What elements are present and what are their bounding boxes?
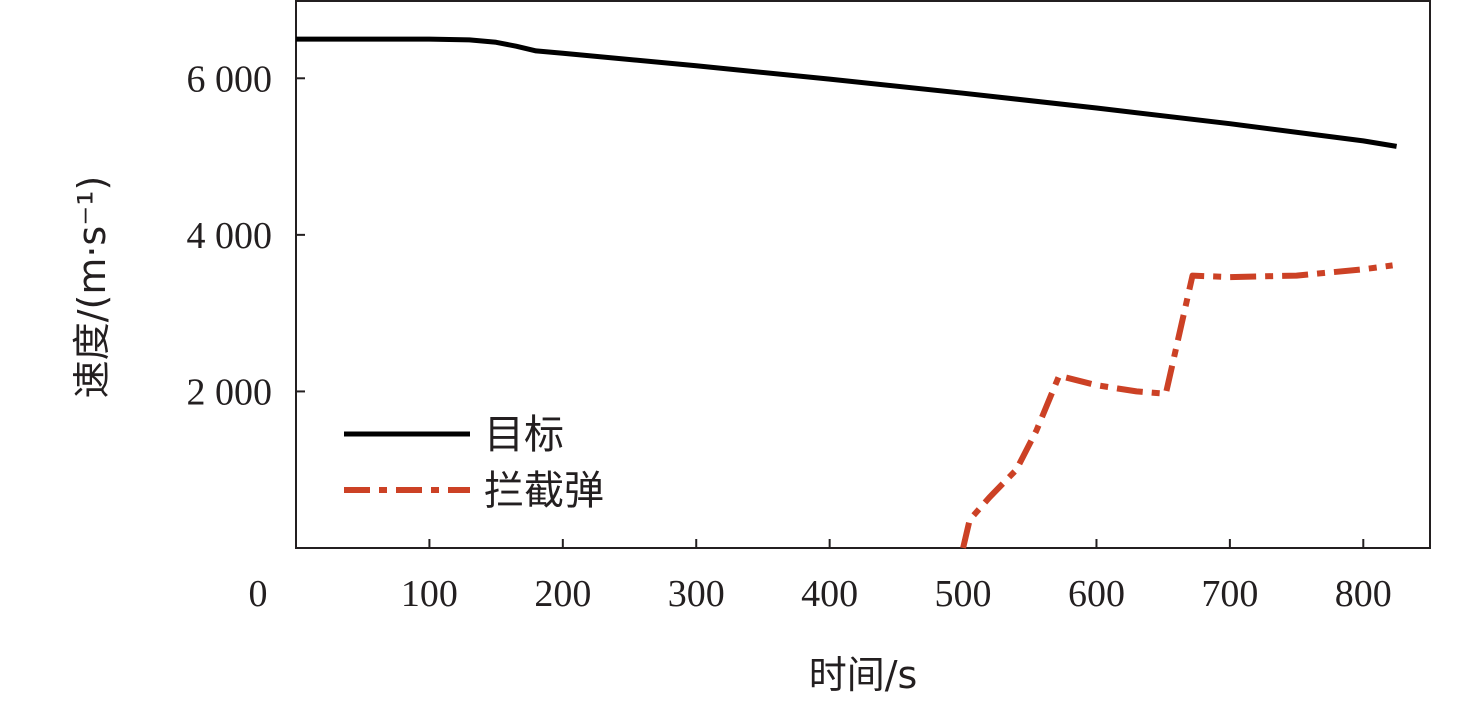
y-tick-label: 2 000 (187, 371, 273, 413)
plot-area (295, 0, 1431, 549)
legend-label-2: 拦截弹 (484, 468, 604, 514)
x-tick-label: 0 (249, 573, 268, 615)
y-tick-label: 4 000 (187, 215, 273, 257)
series-line-2 (960, 262, 1393, 549)
series-layer (296, 36, 1398, 549)
x-tick-label: 300 (668, 573, 725, 615)
x-axis: 0 100 200 300 400 500 600 700 800 (249, 539, 1392, 615)
x-tick-label: 600 (1068, 573, 1125, 615)
x-tick-label: 100 (401, 573, 458, 615)
plot-frame (295, 0, 1431, 549)
x-tick-label: 800 (1335, 573, 1392, 615)
y-tick-label: 6 000 (187, 58, 273, 100)
y-axis-label: 速度/(m·s⁻¹) (70, 176, 114, 399)
x-axis-label: 时间/s (809, 653, 918, 697)
x-tick-label: 500 (935, 573, 992, 615)
x-tick-label: 700 (1201, 573, 1258, 615)
y-axis: 2 000 4 000 6 000 (187, 58, 305, 413)
x-tick-label: 400 (801, 573, 858, 615)
legend-label-1: 目标 (484, 412, 564, 458)
x-tick-label: 200 (534, 573, 591, 615)
series-line-1 (296, 36, 1398, 149)
